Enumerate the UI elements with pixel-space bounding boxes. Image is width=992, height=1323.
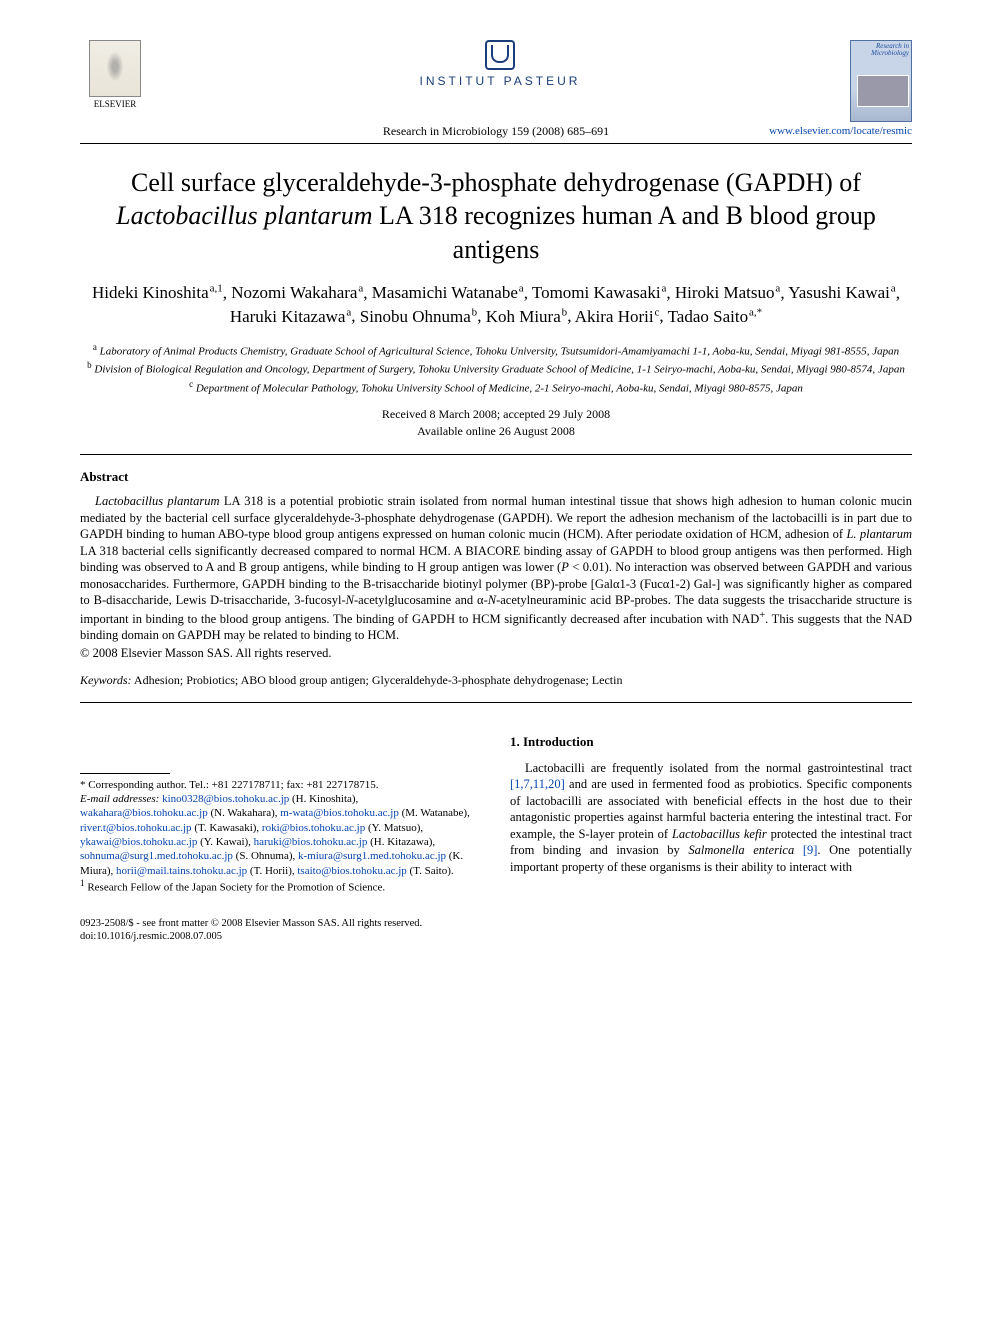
elsevier-tree-icon	[89, 40, 141, 97]
journal-cover-title: Research in Microbiology	[853, 43, 909, 57]
journal-cover-wrap: Research in Microbiology	[850, 40, 912, 122]
abstract-body: Lactobacillus plantarum LA 318 is a pote…	[80, 493, 912, 644]
page: ELSEVIER INSTITUT PASTEUR Research in Mi…	[0, 0, 992, 984]
footnote-1-text: Research Fellow of the Japan Society for…	[87, 881, 385, 893]
email-link[interactable]: haruki@bios.tohoku.ac.jp	[254, 836, 368, 848]
received-accepted: Received 8 March 2008; accepted 29 July …	[80, 406, 912, 423]
article-title: Cell surface glyceraldehyde-3-phosphate …	[80, 166, 912, 266]
page-footer: 0923-2508/$ - see front matter © 2008 El…	[80, 917, 912, 944]
right-column: 1. Introduction Lactobacilli are frequen…	[510, 733, 912, 895]
author: Koh Miura b	[486, 307, 568, 326]
author: Tomomi Kawasaki a	[532, 283, 666, 302]
email-link[interactable]: sohnuma@surg1.med.tohoku.ac.jp	[80, 850, 233, 862]
keywords-text: Adhesion; Probiotics; ABO blood group an…	[132, 673, 623, 687]
pasteur-block: INSTITUT PASTEUR	[150, 40, 850, 88]
intro-paragraph: Lactobacilli are frequently isolated fro…	[510, 760, 912, 876]
author: Hideki Kinoshita a,1	[92, 283, 223, 302]
locate-link[interactable]: www.elsevier.com/locate/resmic	[769, 125, 912, 137]
footnotes: * Corresponding author. Tel.: +81 227178…	[80, 778, 482, 895]
doi: doi:10.1016/j.resmic.2008.07.005	[80, 930, 912, 944]
affil-a: a Laboratory of Animal Products Chemistr…	[80, 341, 912, 360]
footnote-rule	[80, 773, 170, 774]
journal-cover-thumb: Research in Microbiology	[850, 40, 912, 122]
title-post: LA 318 recognizes human A and B blood gr…	[373, 201, 876, 263]
email-link[interactable]: ykawai@bios.tohoku.ac.jp	[80, 836, 197, 848]
email-link[interactable]: horii@mail.tains.tohoku.ac.jp	[116, 865, 247, 877]
author: Tadao Saito a,*	[668, 307, 763, 326]
email-link[interactable]: river.t@bios.tohoku.ac.jp	[80, 822, 192, 834]
affil-c: c Department of Molecular Pathology, Toh…	[80, 378, 912, 397]
title-ital: Lactobacillus plantarum	[116, 201, 372, 230]
author: Nozomi Wakahara a	[231, 283, 363, 302]
dates: Received 8 March 2008; accepted 29 July …	[80, 406, 912, 440]
email-link[interactable]: roki@bios.tohoku.ac.jp	[262, 822, 365, 834]
title-pre: Cell surface glyceraldehyde-3-phosphate …	[131, 168, 861, 197]
pasteur-label: INSTITUT PASTEUR	[150, 74, 850, 88]
affiliations: a Laboratory of Animal Products Chemistr…	[80, 341, 912, 397]
elsevier-logo: ELSEVIER	[80, 40, 150, 120]
authors: Hideki Kinoshita a,1, Nozomi Wakahara a,…	[80, 282, 912, 329]
affil-a-text: Laboratory of Animal Products Chemistry,…	[100, 346, 900, 358]
citation-link[interactable]: [1,7,11,20]	[510, 777, 565, 791]
email-link[interactable]: kino0328@bios.tohoku.ac.jp	[162, 793, 289, 805]
email-block: E-mail addresses: kino0328@bios.tohoku.a…	[80, 792, 482, 878]
intro-heading: 1. Introduction	[510, 733, 912, 750]
elsevier-label: ELSEVIER	[94, 99, 137, 109]
header-rule	[80, 143, 912, 144]
journal-cover-image-icon	[857, 75, 909, 107]
abstract-heading: Abstract	[80, 469, 912, 485]
pasteur-logo-icon	[485, 40, 515, 70]
email-link[interactable]: tsaito@bios.tohoku.ac.jp	[297, 865, 406, 877]
header-row: ELSEVIER INSTITUT PASTEUR Research in Mi…	[80, 40, 912, 122]
available-online: Available online 26 August 2008	[80, 423, 912, 440]
corresponding-note: * Corresponding author. Tel.: +81 227178…	[80, 778, 482, 792]
author: Yasushi Kawai a	[788, 283, 896, 302]
citation-link[interactable]: [9]	[803, 843, 818, 857]
abstract-copyright: © 2008 Elsevier Masson SAS. All rights r…	[80, 646, 912, 661]
two-column-body: * Corresponding author. Tel.: +81 227178…	[80, 733, 912, 895]
affil-b-text: Division of Biological Regulation and On…	[94, 364, 904, 376]
author: Sinobu Ohnuma b	[360, 307, 477, 326]
footnote-1: 1 Research Fellow of the Japan Society f…	[80, 878, 482, 895]
author: Haruki Kitazawa a	[230, 307, 351, 326]
keywords: Keywords: Adhesion; Probiotics; ABO bloo…	[80, 673, 912, 688]
email-link[interactable]: m-wata@bios.tohoku.ac.jp	[280, 807, 399, 819]
front-matter: 0923-2508/$ - see front matter © 2008 El…	[80, 917, 912, 931]
affil-c-text: Department of Molecular Pathology, Tohok…	[196, 383, 803, 395]
author: Hiroki Matsuo a	[675, 283, 780, 302]
email-link[interactable]: k-miura@surg1.med.tohoku.ac.jp	[298, 850, 446, 862]
left-column: * Corresponding author. Tel.: +81 227178…	[80, 733, 482, 895]
author: Masamichi Watanabe a	[372, 283, 524, 302]
author: Akira Horii c	[575, 307, 660, 326]
email-link[interactable]: wakahara@bios.tohoku.ac.jp	[80, 807, 208, 819]
rule-below-keywords	[80, 702, 912, 703]
rule-above-abstract	[80, 454, 912, 455]
keywords-label: Keywords:	[80, 673, 132, 687]
footnote-1-sup: 1	[80, 878, 85, 888]
affil-b: b Division of Biological Regulation and …	[80, 359, 912, 378]
